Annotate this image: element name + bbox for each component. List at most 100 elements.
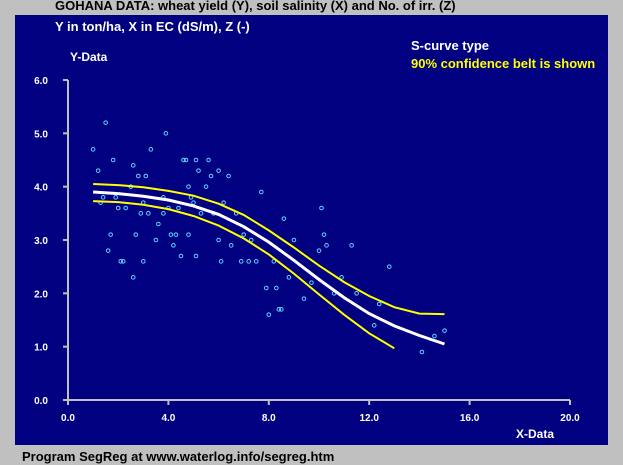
- data-point: [208, 173, 214, 179]
- data-point: [196, 168, 201, 173]
- curves: [93, 183, 445, 350]
- data-point: [274, 285, 279, 291]
- x-tick-label: 4.0: [161, 413, 175, 424]
- data-point: [218, 259, 224, 264]
- data-point: [171, 243, 176, 248]
- data-point: [168, 232, 174, 237]
- data-point: [100, 195, 106, 200]
- x-tick-label: 12.0: [359, 413, 379, 424]
- data-point: [319, 205, 324, 211]
- data-point: [248, 237, 254, 243]
- data-point: [186, 232, 191, 237]
- data-point: [246, 259, 252, 264]
- data-point: [271, 259, 277, 264]
- data-point: [279, 307, 284, 312]
- data-point: [324, 243, 329, 248]
- data-point: [376, 301, 382, 307]
- x-tick-label: 8.0: [262, 413, 276, 424]
- data-point: [321, 232, 327, 237]
- y-tick-label: 1.0: [34, 343, 48, 354]
- data-point: [258, 189, 264, 195]
- data-point: [309, 280, 314, 285]
- data-point: [206, 157, 211, 163]
- data-point: [253, 259, 259, 264]
- data-point: [105, 248, 111, 253]
- data-point: [173, 232, 179, 237]
- data-point: [349, 243, 354, 248]
- y-tick-label: 0.0: [34, 396, 48, 407]
- y-tick-label: 2.0: [34, 289, 48, 300]
- data-point: [442, 328, 447, 333]
- x-axis-label: X-Data: [516, 427, 555, 441]
- y-tick-label: 5.0: [34, 129, 48, 140]
- data-point: [281, 216, 287, 221]
- data-point: [228, 243, 234, 248]
- chart-title: GOHANA DATA: wheat yield (Y), soil salin…: [55, 0, 456, 13]
- lower-confidence-line: [93, 200, 395, 350]
- data-point: [133, 232, 139, 237]
- chart-subtitle: Y in ton/ha, X in EC (dS/m), Z (-): [55, 19, 250, 34]
- data-point: [161, 211, 166, 216]
- data-point: [216, 168, 221, 173]
- data-point: [181, 157, 186, 163]
- y-axis-label: Y-Data: [70, 50, 108, 64]
- data-point: [113, 195, 118, 200]
- x-tick-label: 16.0: [460, 413, 480, 424]
- data-point: [148, 147, 154, 152]
- data-point: [176, 205, 181, 211]
- data-point: [263, 285, 269, 291]
- data-point: [108, 232, 113, 237]
- curve-type-label: S-curve type: [411, 38, 490, 53]
- data-point: [339, 275, 344, 280]
- data-point: [183, 157, 189, 163]
- data-point: [186, 184, 191, 189]
- x-tick-label: 20.0: [560, 413, 580, 424]
- y-tick-label: 4.0: [34, 183, 48, 194]
- confidence-belt-note: 90% confidence belt is shown: [411, 56, 596, 71]
- data-point: [432, 333, 437, 339]
- data-point: [354, 291, 359, 296]
- data-point: [276, 307, 282, 312]
- footer-text: Program SegReg at www.waterlog.info/segr…: [22, 449, 335, 464]
- data-point: [115, 205, 121, 211]
- y-tick-label: 6.0: [34, 76, 48, 87]
- data-point: [130, 163, 136, 168]
- data-point: [419, 349, 425, 355]
- data-point: [226, 173, 231, 179]
- data-point: [103, 120, 108, 125]
- chart-window: 0.0 4.0 8.0 12.0 16.0 20.0 0.0 1.0 2.0 3.0 4.0 5.0 6…: [15, 0, 608, 445]
- data-point: [371, 323, 377, 328]
- data-point: [110, 157, 116, 163]
- data-point: [301, 296, 307, 301]
- data-point: [216, 237, 221, 243]
- x-tick-label: 0.0: [61, 413, 75, 424]
- data-point: [138, 211, 144, 216]
- data-point: [221, 200, 226, 205]
- data-points: [90, 120, 447, 355]
- data-point: [123, 205, 129, 211]
- data-point: [286, 275, 292, 280]
- y-tick-label: 3.0: [34, 236, 48, 247]
- data-point: [266, 312, 272, 317]
- data-point: [153, 237, 159, 243]
- data-point: [143, 173, 149, 179]
- data-point: [203, 184, 209, 189]
- data-point: [130, 275, 136, 280]
- data-point: [386, 264, 392, 269]
- data-point: [146, 211, 151, 216]
- data-point: [156, 221, 161, 227]
- data-point: [120, 259, 126, 264]
- plot-background: [15, 15, 608, 445]
- data-point: [118, 259, 124, 264]
- data-point: [95, 168, 101, 173]
- data-point: [141, 259, 146, 264]
- data-point: [193, 157, 199, 163]
- chart-svg: 0.0 4.0 8.0 12.0 16.0 20.0 0.0 1.0 2.0 3.0 4.0 5.0 6…: [15, 15, 608, 445]
- upper-confidence-line: [93, 183, 445, 316]
- axes: 0.0 4.0 8.0 12.0 16.0 20.0 0.0 1.0 2.0 3.0 4.0 5.0 6…: [34, 76, 580, 424]
- data-point: [163, 131, 169, 136]
- data-point: [291, 237, 297, 243]
- data-point: [238, 259, 244, 264]
- data-point: [193, 253, 199, 259]
- data-point: [241, 232, 246, 237]
